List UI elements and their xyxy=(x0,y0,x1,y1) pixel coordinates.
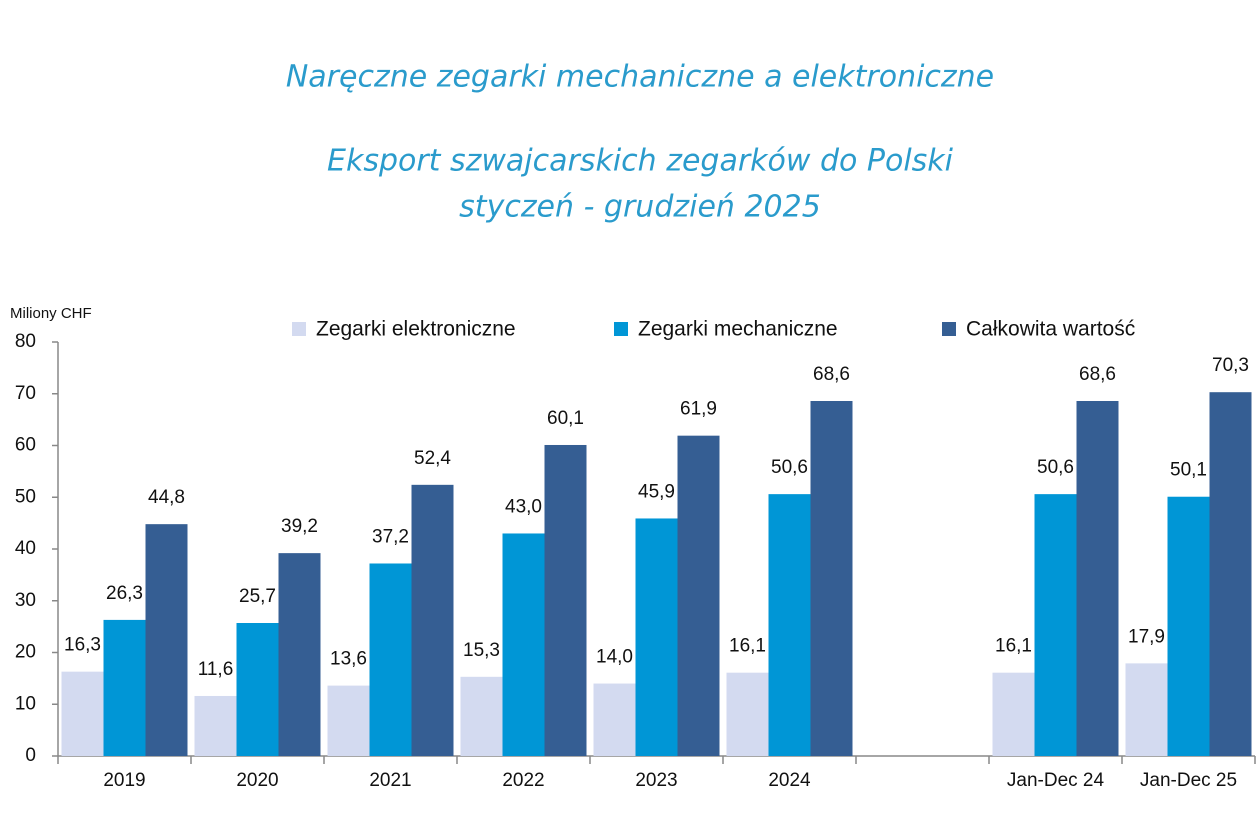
value-label: 16,1 xyxy=(729,636,766,657)
chart-subtitle: Eksport szwajcarskich zegarków do Polski xyxy=(327,144,954,179)
value-label: 68,6 xyxy=(813,364,850,385)
value-label: 37,2 xyxy=(372,527,409,548)
legend-label: Zegarki mechaniczne xyxy=(638,318,838,341)
value-label: 11,6 xyxy=(198,659,234,680)
chart-subtitle: styczeń - grudzień 2025 xyxy=(459,190,821,225)
y-tick-label: 0 xyxy=(25,745,36,766)
value-label: 61,9 xyxy=(680,399,717,420)
bar xyxy=(369,563,412,756)
x-tick-label: 2021 xyxy=(369,770,411,791)
y-tick-label: 40 xyxy=(15,538,36,559)
y-tick-label: 30 xyxy=(15,590,36,611)
chart-title: Naręczne zegarki mechaniczne a elektroni… xyxy=(286,60,994,95)
bar xyxy=(635,518,678,756)
bar xyxy=(593,683,636,756)
value-label: 39,2 xyxy=(281,516,318,537)
x-tick-label: 2023 xyxy=(635,770,677,791)
y-axis-label: Miliony CHF xyxy=(10,305,92,322)
bar xyxy=(1076,400,1119,756)
bar xyxy=(194,695,237,756)
bar xyxy=(992,672,1035,756)
value-label: 17,9 xyxy=(1128,626,1165,647)
bar xyxy=(810,400,853,756)
y-tick-label: 20 xyxy=(15,642,36,663)
value-label: 43,0 xyxy=(505,496,542,517)
value-label: 44,8 xyxy=(148,487,185,508)
bar xyxy=(768,494,811,756)
y-tick-label: 80 xyxy=(15,331,36,352)
value-label: 68,6 xyxy=(1079,364,1116,385)
bar xyxy=(677,435,720,756)
bar xyxy=(103,619,146,756)
value-label: 25,7 xyxy=(239,586,276,607)
bar xyxy=(1167,496,1210,756)
x-tick-label: 2024 xyxy=(768,770,811,791)
value-label: 50,6 xyxy=(771,457,808,478)
bar xyxy=(502,533,545,756)
y-tick-label: 50 xyxy=(15,486,36,507)
x-tick-label: 2019 xyxy=(103,770,145,791)
legend-swatch xyxy=(614,322,628,336)
bar xyxy=(1034,494,1077,756)
bar xyxy=(278,553,321,756)
value-label: 60,1 xyxy=(547,408,584,429)
y-tick-label: 10 xyxy=(15,693,36,714)
value-label: 52,4 xyxy=(414,448,451,469)
value-label: 16,3 xyxy=(64,635,101,656)
value-label: 13,6 xyxy=(330,649,367,670)
x-tick-label: Jan-Dec 24 xyxy=(1007,770,1105,791)
bar xyxy=(145,524,188,756)
bar xyxy=(544,444,587,756)
legend-label: Całkowita wartość xyxy=(966,318,1135,341)
legend-swatch xyxy=(942,322,956,336)
bar xyxy=(1209,392,1252,756)
legend-swatch xyxy=(292,322,306,336)
value-label: 45,9 xyxy=(638,481,675,502)
value-label: 16,1 xyxy=(995,636,1032,657)
value-label: 15,3 xyxy=(463,640,500,661)
bar xyxy=(411,484,454,756)
y-tick-label: 70 xyxy=(15,383,36,404)
value-label: 70,3 xyxy=(1212,355,1249,376)
value-label: 50,1 xyxy=(1170,460,1207,481)
bar xyxy=(1125,663,1168,756)
bar xyxy=(61,671,104,756)
value-label: 26,3 xyxy=(106,583,143,604)
legend-label: Zegarki elektroniczne xyxy=(316,318,516,341)
x-tick-label: Jan-Dec 25 xyxy=(1140,770,1237,791)
x-tick-label: 2022 xyxy=(502,770,544,791)
bar xyxy=(236,623,279,756)
value-label: 50,6 xyxy=(1037,457,1074,478)
value-label: 14,0 xyxy=(596,647,633,668)
bar xyxy=(327,685,370,756)
bar xyxy=(726,672,769,756)
bar xyxy=(460,676,503,756)
x-tick-label: 2020 xyxy=(236,770,278,791)
y-tick-label: 60 xyxy=(15,435,36,456)
